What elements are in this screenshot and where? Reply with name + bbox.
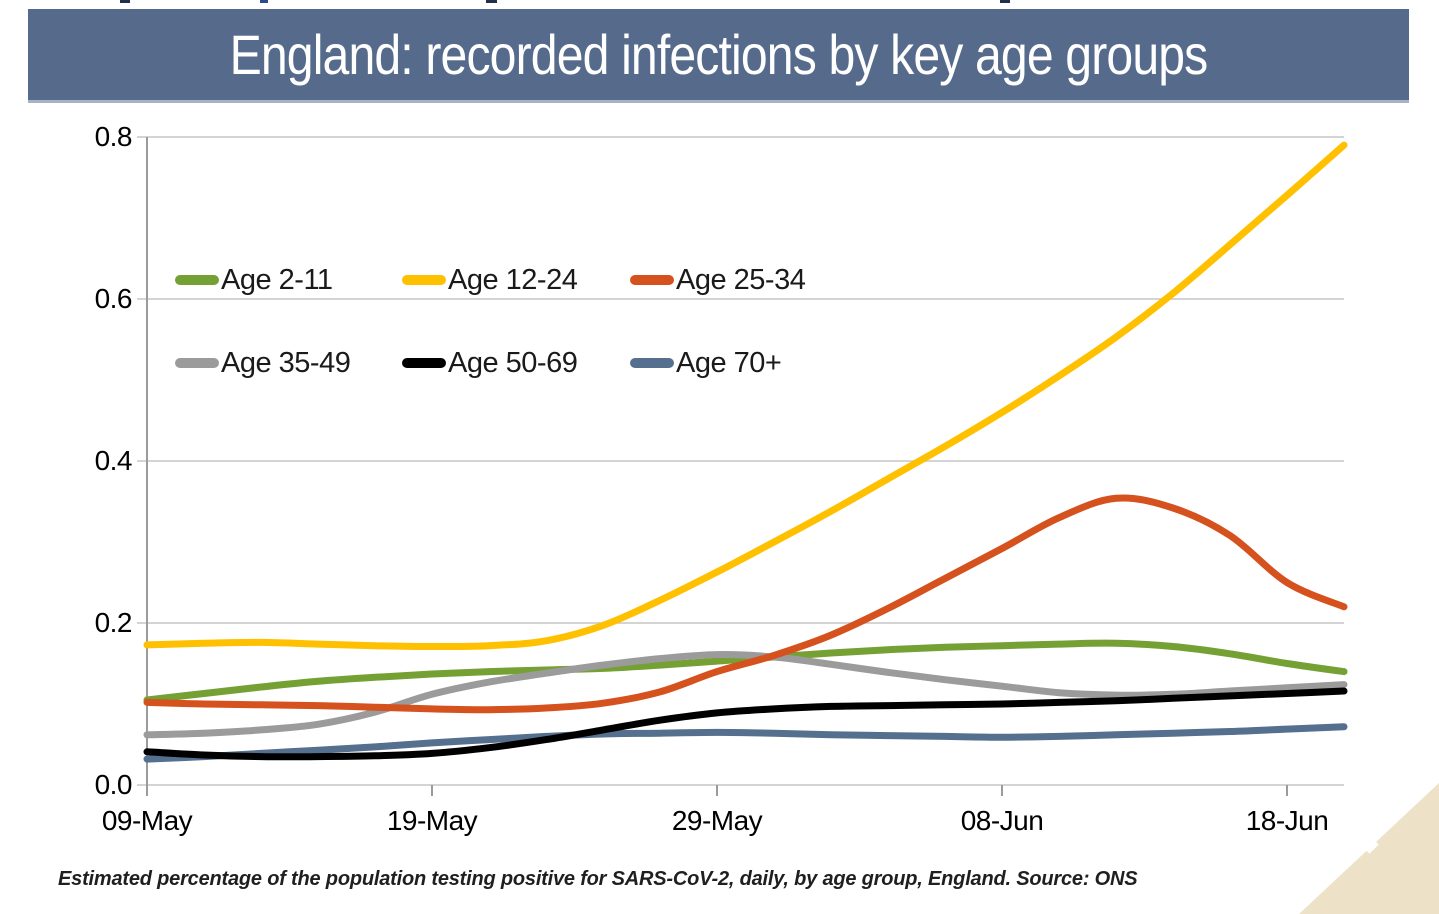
- legend-swatch-icon: [630, 358, 674, 368]
- legend-label: Age 35-49: [221, 346, 351, 379]
- y-tick-label: 0.8: [94, 121, 133, 152]
- legend-label: Age 25-34: [676, 263, 806, 296]
- y-tick-label: 0.4: [94, 445, 133, 476]
- legend-item-age-70+: Age 70+: [630, 347, 805, 379]
- legend-item-age-35-49: Age 35-49: [175, 347, 402, 379]
- series-line-age-35-49: [143, 651, 1348, 739]
- page-title: England: recorded infections by key age …: [229, 23, 1209, 86]
- legend-item-age-25-34: Age 25-34: [630, 263, 806, 296]
- title-banner: England: recorded infections by key age …: [28, 9, 1409, 103]
- cropped-text-artifact: [1000, 0, 1010, 3]
- cropped-text-artifact: [120, 0, 130, 3]
- series-line-age-2-11: [143, 639, 1348, 704]
- legend-label: Age 50-69: [448, 346, 578, 379]
- legend-item-age-12-24: Age 12-24: [402, 264, 630, 296]
- y-tick-label: 0.0: [94, 769, 133, 800]
- cropped-text-artifact: [486, 0, 497, 3]
- legend-swatch-icon: [402, 358, 446, 368]
- series-line-age-50-69: [143, 687, 1348, 761]
- x-tick-label: 18-Jun: [1245, 805, 1329, 836]
- chart-legend: Age 2-11 Age 12-24 Age 25-34 Age 35-49 Age 5…: [175, 263, 806, 379]
- cropped-text-artifact: [260, 0, 268, 3]
- legend-item-age-2-11: Age 2-11: [175, 264, 402, 296]
- series-line-age-70+: [143, 723, 1348, 763]
- series-line-age-25-34: [143, 494, 1348, 714]
- legend-swatch-icon: [402, 275, 446, 285]
- series-line-age-12-24: [143, 141, 1348, 651]
- legend-item-age-50-69: Age 50-69: [402, 347, 630, 379]
- x-tick-label: 09-May: [101, 805, 193, 836]
- legend-swatch-icon: [175, 358, 219, 368]
- x-tick-label: 08-Jun: [960, 805, 1044, 836]
- y-tick-label: 0.2: [94, 607, 133, 638]
- infections-line-chart: 0.0 0.2 0.4 0.6 0.8 09-May 19-May 29-May 08-Jun…: [0, 100, 1439, 860]
- legend-swatch-icon: [175, 275, 219, 285]
- legend-label: Age 70+: [676, 346, 782, 379]
- x-tick-label: 19-May: [386, 805, 478, 836]
- chart-caption: Estimated percentage of the population t…: [58, 868, 1138, 890]
- legend-label: Age 2-11: [221, 263, 333, 296]
- x-tick-label: 29-May: [671, 805, 763, 836]
- y-tick-label: 0.6: [94, 283, 133, 314]
- legend-swatch-icon: [630, 275, 674, 285]
- legend-label: Age 12-24: [448, 263, 578, 296]
- chart-canvas: [137, 136, 1348, 796]
